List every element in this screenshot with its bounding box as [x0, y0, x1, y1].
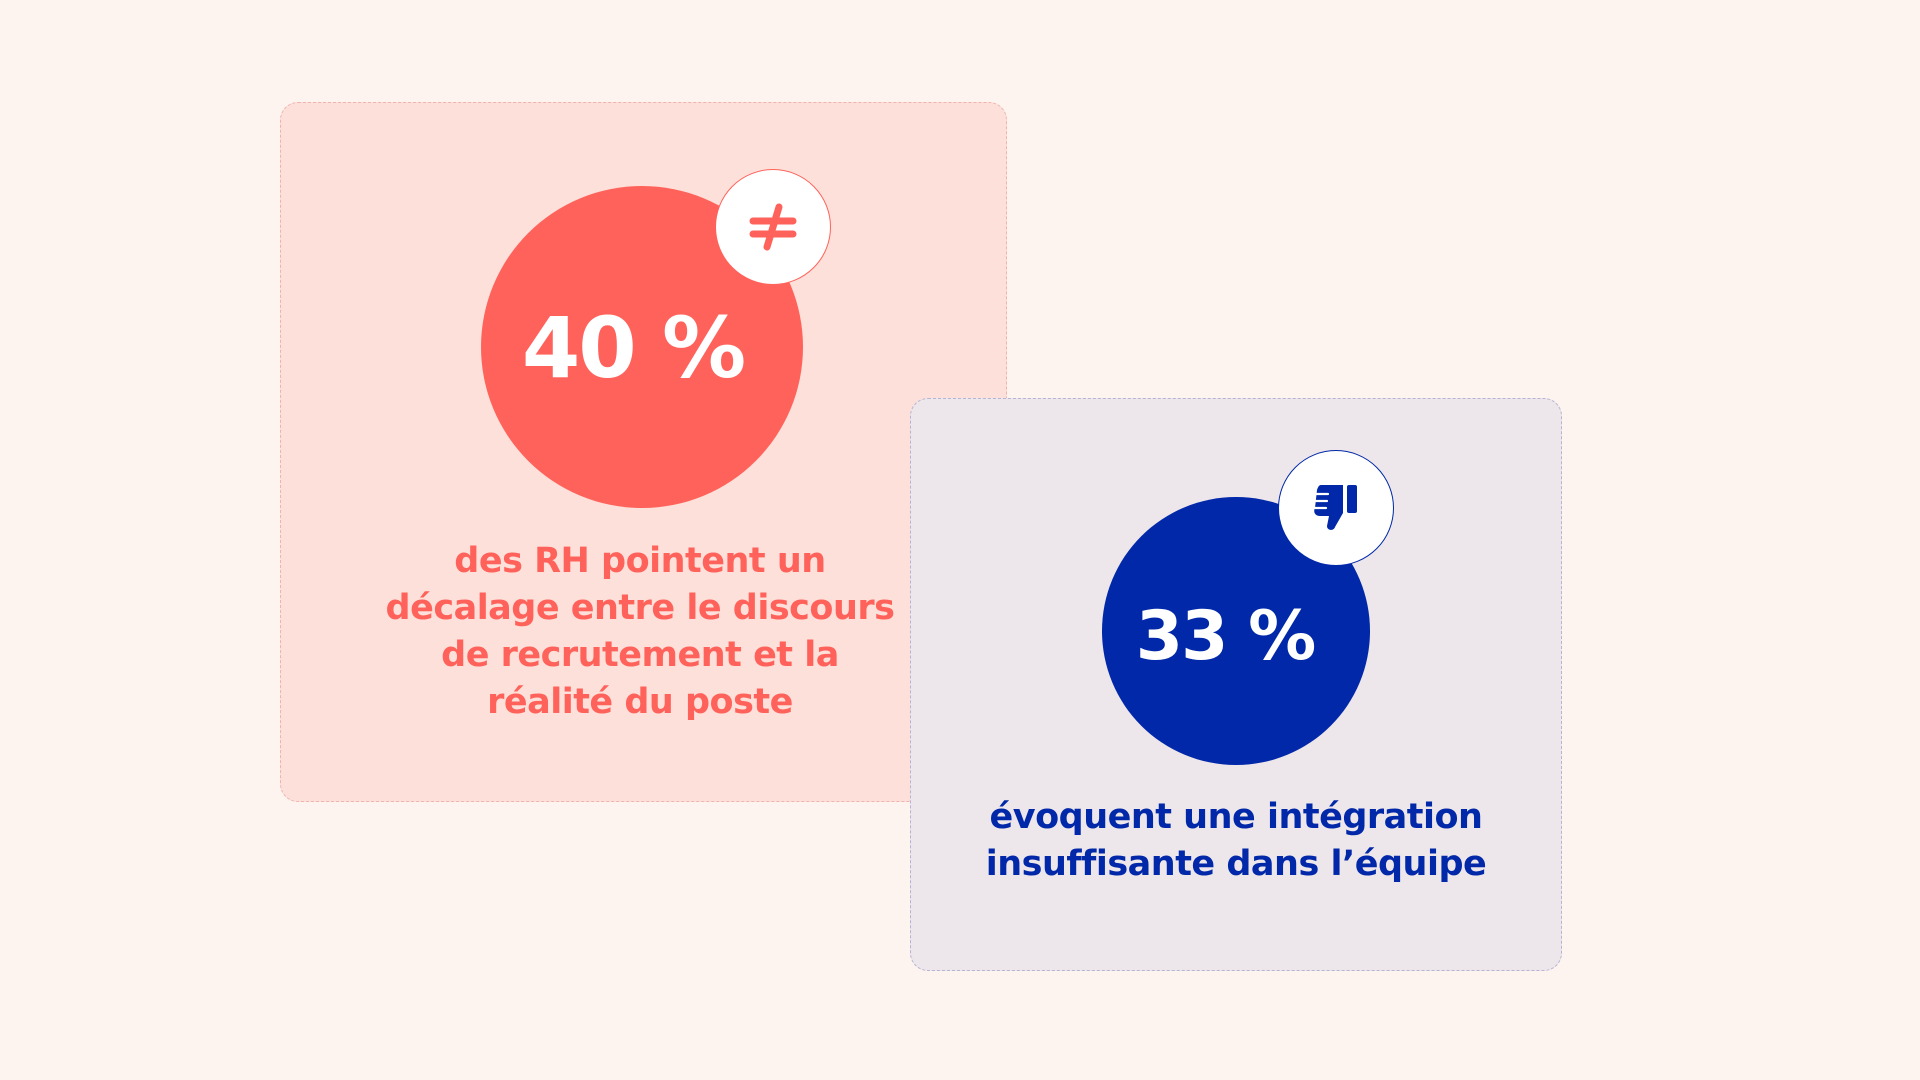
caption-line: de recrutement et la: [441, 635, 839, 675]
not-equal-icon: [749, 203, 797, 251]
stat-value: 33 %: [1135, 596, 1316, 676]
stat-value: 40 %: [521, 299, 746, 397]
caption-line: réalité du poste: [487, 682, 793, 722]
stat-caption-integration: évoquent une intégration insuffisante da…: [960, 794, 1512, 888]
stat-badge: [715, 169, 831, 285]
thumbs-down-icon: [1313, 485, 1357, 530]
stat-badge: [1278, 450, 1394, 566]
stat-caption-mismatch: des RH pointent un décalage entre le dis…: [360, 538, 920, 726]
caption-line: insuffisante dans l’équipe: [985, 844, 1487, 884]
caption-line: des RH pointent un: [454, 541, 826, 581]
caption-line: décalage entre le discours: [385, 588, 895, 628]
caption-line: évoquent une intégration: [989, 797, 1483, 837]
